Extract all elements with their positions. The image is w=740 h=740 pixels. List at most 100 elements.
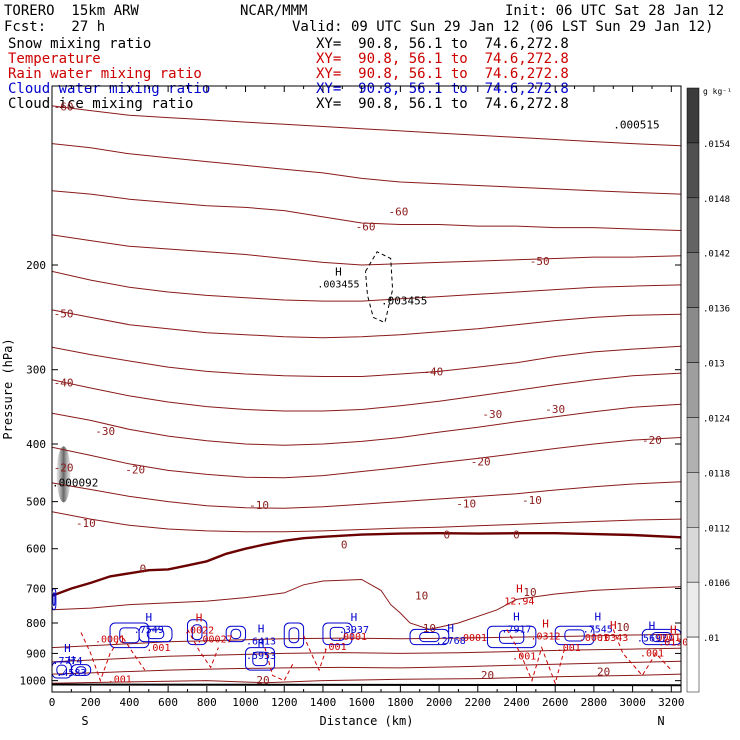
temperature-label: 10 (523, 586, 536, 599)
snow-label: .003455 (381, 294, 427, 307)
colorbar-label: .0148 (703, 195, 730, 205)
cloud-label: .00027 (197, 634, 233, 645)
x-tick-label: 2000 (426, 696, 453, 709)
maximum-marker: H (68, 654, 75, 667)
temperature-label: -50 (54, 307, 74, 320)
maximum-value: .7545 (583, 625, 613, 636)
cloud-contour-inner (146, 628, 165, 640)
colorbar-label: .01 (703, 634, 719, 644)
isotherm-line (52, 345, 681, 377)
cloud-contour-inner (288, 627, 300, 644)
temperature-label: 10 (423, 622, 436, 635)
axes: 0 200 400 600 800 1000 1200 1400 1600 1800 2000 220… (1, 85, 685, 728)
field-xy-rain: XY= 90.8, 56.1 to 74.6,272.8 (316, 66, 569, 82)
temperature-label: 20 (256, 674, 269, 687)
temperature-label: -20 (125, 463, 145, 476)
cloud-contour-inner (419, 631, 440, 643)
y-tick-label: 800 (26, 617, 46, 630)
x-tick-label: 1000 (232, 696, 259, 709)
field-xy-cloud-water: XY= 90.8, 56.1 to 74.6,272.8 (316, 81, 569, 97)
rain-contour (612, 629, 672, 677)
y-tick-label: 500 (26, 496, 46, 509)
isotherm-line (52, 234, 681, 266)
colorbar: .0154 .0148 .0142 .0136 .013 .0124 .0118 .0112.… (686, 87, 732, 693)
cloud-contour-inner (52, 592, 56, 607)
temperature-label: -10 (249, 499, 269, 512)
y-tick-label: 300 (26, 364, 46, 377)
temperature-label: 0 (140, 563, 147, 576)
rain-label: .001 (108, 674, 132, 685)
ground-line (51, 683, 682, 687)
colorbar-label: .0124 (703, 414, 730, 424)
colorbar-segment (686, 87, 700, 144)
colorbar-segment (686, 142, 700, 199)
maximum-marker: H (670, 624, 677, 637)
maximum-value: .0312 (530, 632, 560, 643)
x-tick-label: 1200 (271, 696, 298, 709)
colorbar-segment (686, 252, 700, 308)
rain-contour (506, 629, 566, 685)
temperature-label: 0 (444, 529, 451, 542)
temperature-label: -20 (54, 462, 74, 475)
colorbar-label: .0106 (703, 579, 730, 589)
temperature-label: 0 (341, 539, 348, 552)
temperature-label: -60 (356, 221, 376, 234)
maximum-marker: H (610, 619, 617, 632)
cloud-contour-inner (499, 629, 525, 644)
x-tick-label: 600 (158, 696, 178, 709)
x-tick-label: 3000 (619, 696, 646, 709)
isotherm-line (52, 309, 681, 339)
temperature-label: -30 (95, 425, 115, 438)
rain-contour (264, 647, 295, 682)
snow-label: .000092 (52, 477, 98, 490)
header-center: NCAR/MMM (240, 3, 308, 19)
x-tick-label: 2800 (581, 696, 608, 709)
temperature-label: -10 (456, 497, 476, 510)
maximum-marker: H (542, 618, 549, 631)
maximum-marker: H (594, 611, 601, 624)
temperature-label: -60 (54, 101, 74, 114)
y-tick-label: 400 (26, 438, 46, 451)
header-init: Init: 06 UTC Sat 28 Jan 12 (505, 3, 725, 19)
endpoint-left: S (81, 714, 88, 728)
y-tick-label: 200 (26, 259, 46, 272)
x-tick-label: 0 (49, 696, 56, 709)
isotherm-line (52, 660, 681, 675)
maximum-value: .4583 (56, 668, 86, 679)
isotherm-line (52, 673, 681, 684)
x-tick-label: 400 (119, 696, 139, 709)
plot-frame (51, 85, 682, 693)
field-name-temperature: Temperature (8, 51, 101, 67)
rain-contour (80, 632, 146, 683)
isotherm-line (52, 372, 681, 412)
colorbar-segment (686, 581, 700, 638)
maximum-value: .5697 (637, 634, 667, 645)
y-axis-label: Pressure (hPa) (1, 338, 15, 439)
maximum-value: .7774 (52, 656, 82, 667)
cloud-contour-inner (329, 626, 346, 641)
rain-contour (303, 635, 328, 672)
rain-label: .001 (323, 642, 347, 653)
x-tick-label: 2400 (503, 696, 530, 709)
snow-shade-blob (56, 446, 71, 503)
y-tick-label: 900 (26, 647, 46, 660)
cloud-contour (138, 625, 173, 643)
field-name-cloud-ice: Cloud ice mixing ratio (8, 96, 194, 112)
rain-label: .001 (512, 651, 536, 662)
maximum-marker: H (447, 622, 454, 635)
cloud-contour (186, 619, 208, 646)
y-tick-label: 600 (26, 543, 46, 556)
x-axis-label: Distance (km) (320, 714, 414, 728)
isotherm-line (52, 270, 681, 302)
cloud-contour-inner (564, 629, 585, 642)
maximum-value: .0343 (598, 633, 628, 644)
cloud-contour (245, 647, 276, 671)
maximum-value: .003455 (317, 279, 359, 290)
colorbar-unit: g kg⁻¹ (703, 87, 732, 96)
temperature-label: -60 (388, 205, 408, 218)
colorbar-label: .0136 (703, 305, 730, 315)
maximum-value: .0022 (184, 625, 214, 636)
snow-shading (56, 446, 71, 503)
ice-contour (365, 251, 394, 324)
cloud-contour-inner (56, 664, 68, 676)
